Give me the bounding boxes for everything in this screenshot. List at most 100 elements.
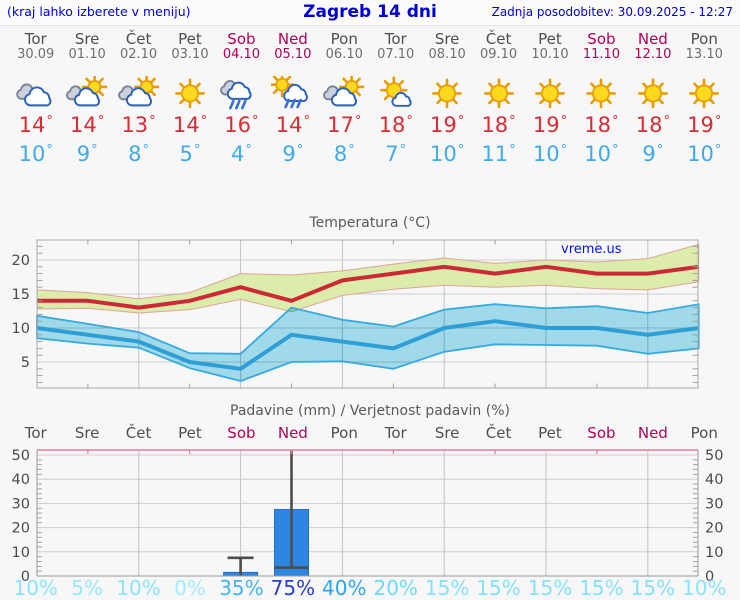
day-header: Pet 10.10 bbox=[531, 30, 569, 63]
partly-cloudy-icon bbox=[323, 75, 365, 106]
day-header: Sre 08.10 bbox=[428, 30, 466, 63]
day-header: Pon 13.10 bbox=[685, 30, 723, 63]
weather-icon-sunny bbox=[473, 75, 524, 113]
precip-chart-title: Padavine (mm) / Verjetnost padavin (%) bbox=[230, 403, 510, 419]
svg-text:50: 50 bbox=[705, 448, 723, 464]
precip-probability: 35% bbox=[219, 576, 264, 600]
day-label: Tor bbox=[384, 424, 407, 442]
weather-icon-sunny bbox=[679, 75, 730, 113]
precip-probability: 75% bbox=[270, 576, 316, 600]
sunny-icon bbox=[432, 78, 463, 108]
temp-chart-title: Temperatura (°C) bbox=[309, 215, 431, 231]
tmax-value: 19° bbox=[430, 113, 465, 137]
menu-hint-text: (kraj lahko izberete v meniju) bbox=[7, 4, 191, 19]
precipitation-chart: 0 0 10 10 20 20 30 30 40 40 50 50 bbox=[12, 448, 724, 585]
weather-icon-mostly-sunny bbox=[370, 75, 421, 113]
day-header: Sob 04.10 bbox=[222, 30, 261, 63]
precip-probability: 10% bbox=[13, 576, 58, 600]
weather-icon-sunny bbox=[421, 75, 472, 113]
tmin-value: 10° bbox=[687, 142, 722, 166]
page-header: (kraj lahko izberete v meniju) Zagreb 14… bbox=[0, 0, 740, 26]
tmax-value: 18° bbox=[378, 113, 413, 137]
day-label: Čet bbox=[125, 424, 152, 442]
day-label: Pet bbox=[538, 424, 562, 442]
day-header: Čet 09.10 bbox=[479, 30, 518, 63]
svg-text:40: 40 bbox=[705, 472, 723, 488]
svg-text:5: 5 bbox=[21, 355, 30, 371]
precip-probability-row: 10% 5% 10% 0% 35% 75% 40% 20% 15% 15% 15% 15% 15% 10% bbox=[10, 576, 730, 600]
tmin-value: 9° bbox=[76, 142, 98, 166]
day-label: Sre bbox=[434, 424, 460, 442]
tmax-value: 19° bbox=[687, 113, 722, 137]
tmin-value: 10° bbox=[532, 142, 568, 166]
day-label: Pon bbox=[690, 424, 718, 442]
weather-icon-sunny bbox=[576, 75, 627, 113]
tmax-value: 13° bbox=[121, 113, 156, 137]
day-header: Pet 03.10 bbox=[171, 30, 209, 63]
tmax-value: 19° bbox=[532, 113, 568, 137]
sunny-icon bbox=[535, 78, 565, 108]
precip-probability: 10% bbox=[116, 576, 161, 600]
weather-icons-row bbox=[10, 75, 730, 113]
day-header: Ned 12.10 bbox=[634, 30, 672, 63]
day-header: Ned 05.10 bbox=[274, 30, 312, 63]
day-label: Čet bbox=[485, 424, 512, 442]
tmax-value: 14° bbox=[275, 113, 310, 137]
weather-icon-sunny bbox=[627, 75, 678, 113]
precip-probability: 15% bbox=[424, 576, 470, 600]
precip-probability: 20% bbox=[373, 576, 418, 600]
tmin-row: 10° 9° 8° 5° 4° 9° 8° 7° 10° 11° 10° 10° 9° 10° bbox=[10, 142, 730, 166]
weather-icon-rain bbox=[216, 75, 267, 113]
precip-probability: 15% bbox=[630, 576, 676, 600]
day-label: Pet bbox=[178, 424, 202, 442]
day-label: Ned bbox=[637, 424, 668, 442]
tmin-value: 7° bbox=[385, 142, 407, 166]
temperature-chart: 5 10 15 20 bbox=[12, 239, 700, 389]
page-title: Zagreb 14 dni bbox=[303, 2, 437, 22]
svg-text:20: 20 bbox=[12, 521, 30, 537]
precip-probability: 15% bbox=[527, 576, 573, 600]
svg-text:0: 0 bbox=[21, 569, 30, 585]
tmax-row: 14° 14° 13° 14° 16° 14° 17° 18° 19° 18° 19° 18° 18° 1… bbox=[10, 113, 730, 137]
tmax-value: 14° bbox=[172, 113, 208, 137]
precip-probability: 15% bbox=[579, 576, 624, 600]
last-update-text: Zadnja posodobitev: 30.09.2025 - 12:27 bbox=[491, 5, 733, 19]
rain-icon bbox=[220, 79, 253, 109]
days-row: Tor 30.09 Sre 01.10 Čet 02.10 Pet 03.10 Sob 04.10… bbox=[10, 30, 730, 63]
tmin-value: 9° bbox=[282, 142, 304, 166]
svg-text:20: 20 bbox=[12, 253, 30, 269]
tmax-value: 14° bbox=[70, 113, 105, 137]
tmax-value: 16° bbox=[224, 113, 259, 137]
tmin-value: 10° bbox=[430, 142, 465, 166]
day-label: Pon bbox=[330, 424, 358, 442]
svg-text:20: 20 bbox=[705, 521, 723, 537]
svg-text:30: 30 bbox=[705, 496, 723, 512]
svg-text:15: 15 bbox=[12, 287, 30, 303]
tmin-value: 8° bbox=[128, 142, 149, 166]
day-label: Sob bbox=[587, 424, 616, 442]
day-label: Tor bbox=[24, 424, 47, 442]
day-header: Čet 02.10 bbox=[119, 30, 158, 63]
day-header: Pon 06.10 bbox=[325, 30, 363, 63]
tmin-value: 11° bbox=[481, 142, 516, 166]
sunny-icon bbox=[483, 78, 514, 108]
vreme-watermark-link[interactable]: vreme.us bbox=[561, 242, 622, 257]
weather-icon-cloudy bbox=[10, 75, 61, 113]
day-header: Tor 30.09 bbox=[17, 30, 55, 63]
day-label: Ned bbox=[277, 424, 308, 442]
sunny-icon bbox=[689, 78, 720, 108]
tmax-value: 17° bbox=[327, 113, 362, 137]
tmin-value: 4° bbox=[230, 142, 252, 166]
weather-icon-partly-cloudy bbox=[113, 75, 164, 113]
partly-cloudy-icon bbox=[117, 75, 159, 106]
tmin-value: 8° bbox=[333, 142, 355, 166]
tmin-value: 10° bbox=[584, 142, 619, 166]
svg-text:30: 30 bbox=[12, 496, 30, 512]
weather-icon-sunny bbox=[164, 75, 215, 113]
tmax-value: 18° bbox=[584, 113, 619, 137]
svg-text:10: 10 bbox=[705, 545, 723, 561]
tmax-value: 18° bbox=[635, 113, 670, 137]
day-label: Sre bbox=[74, 424, 100, 442]
svg-text:0: 0 bbox=[705, 569, 714, 585]
